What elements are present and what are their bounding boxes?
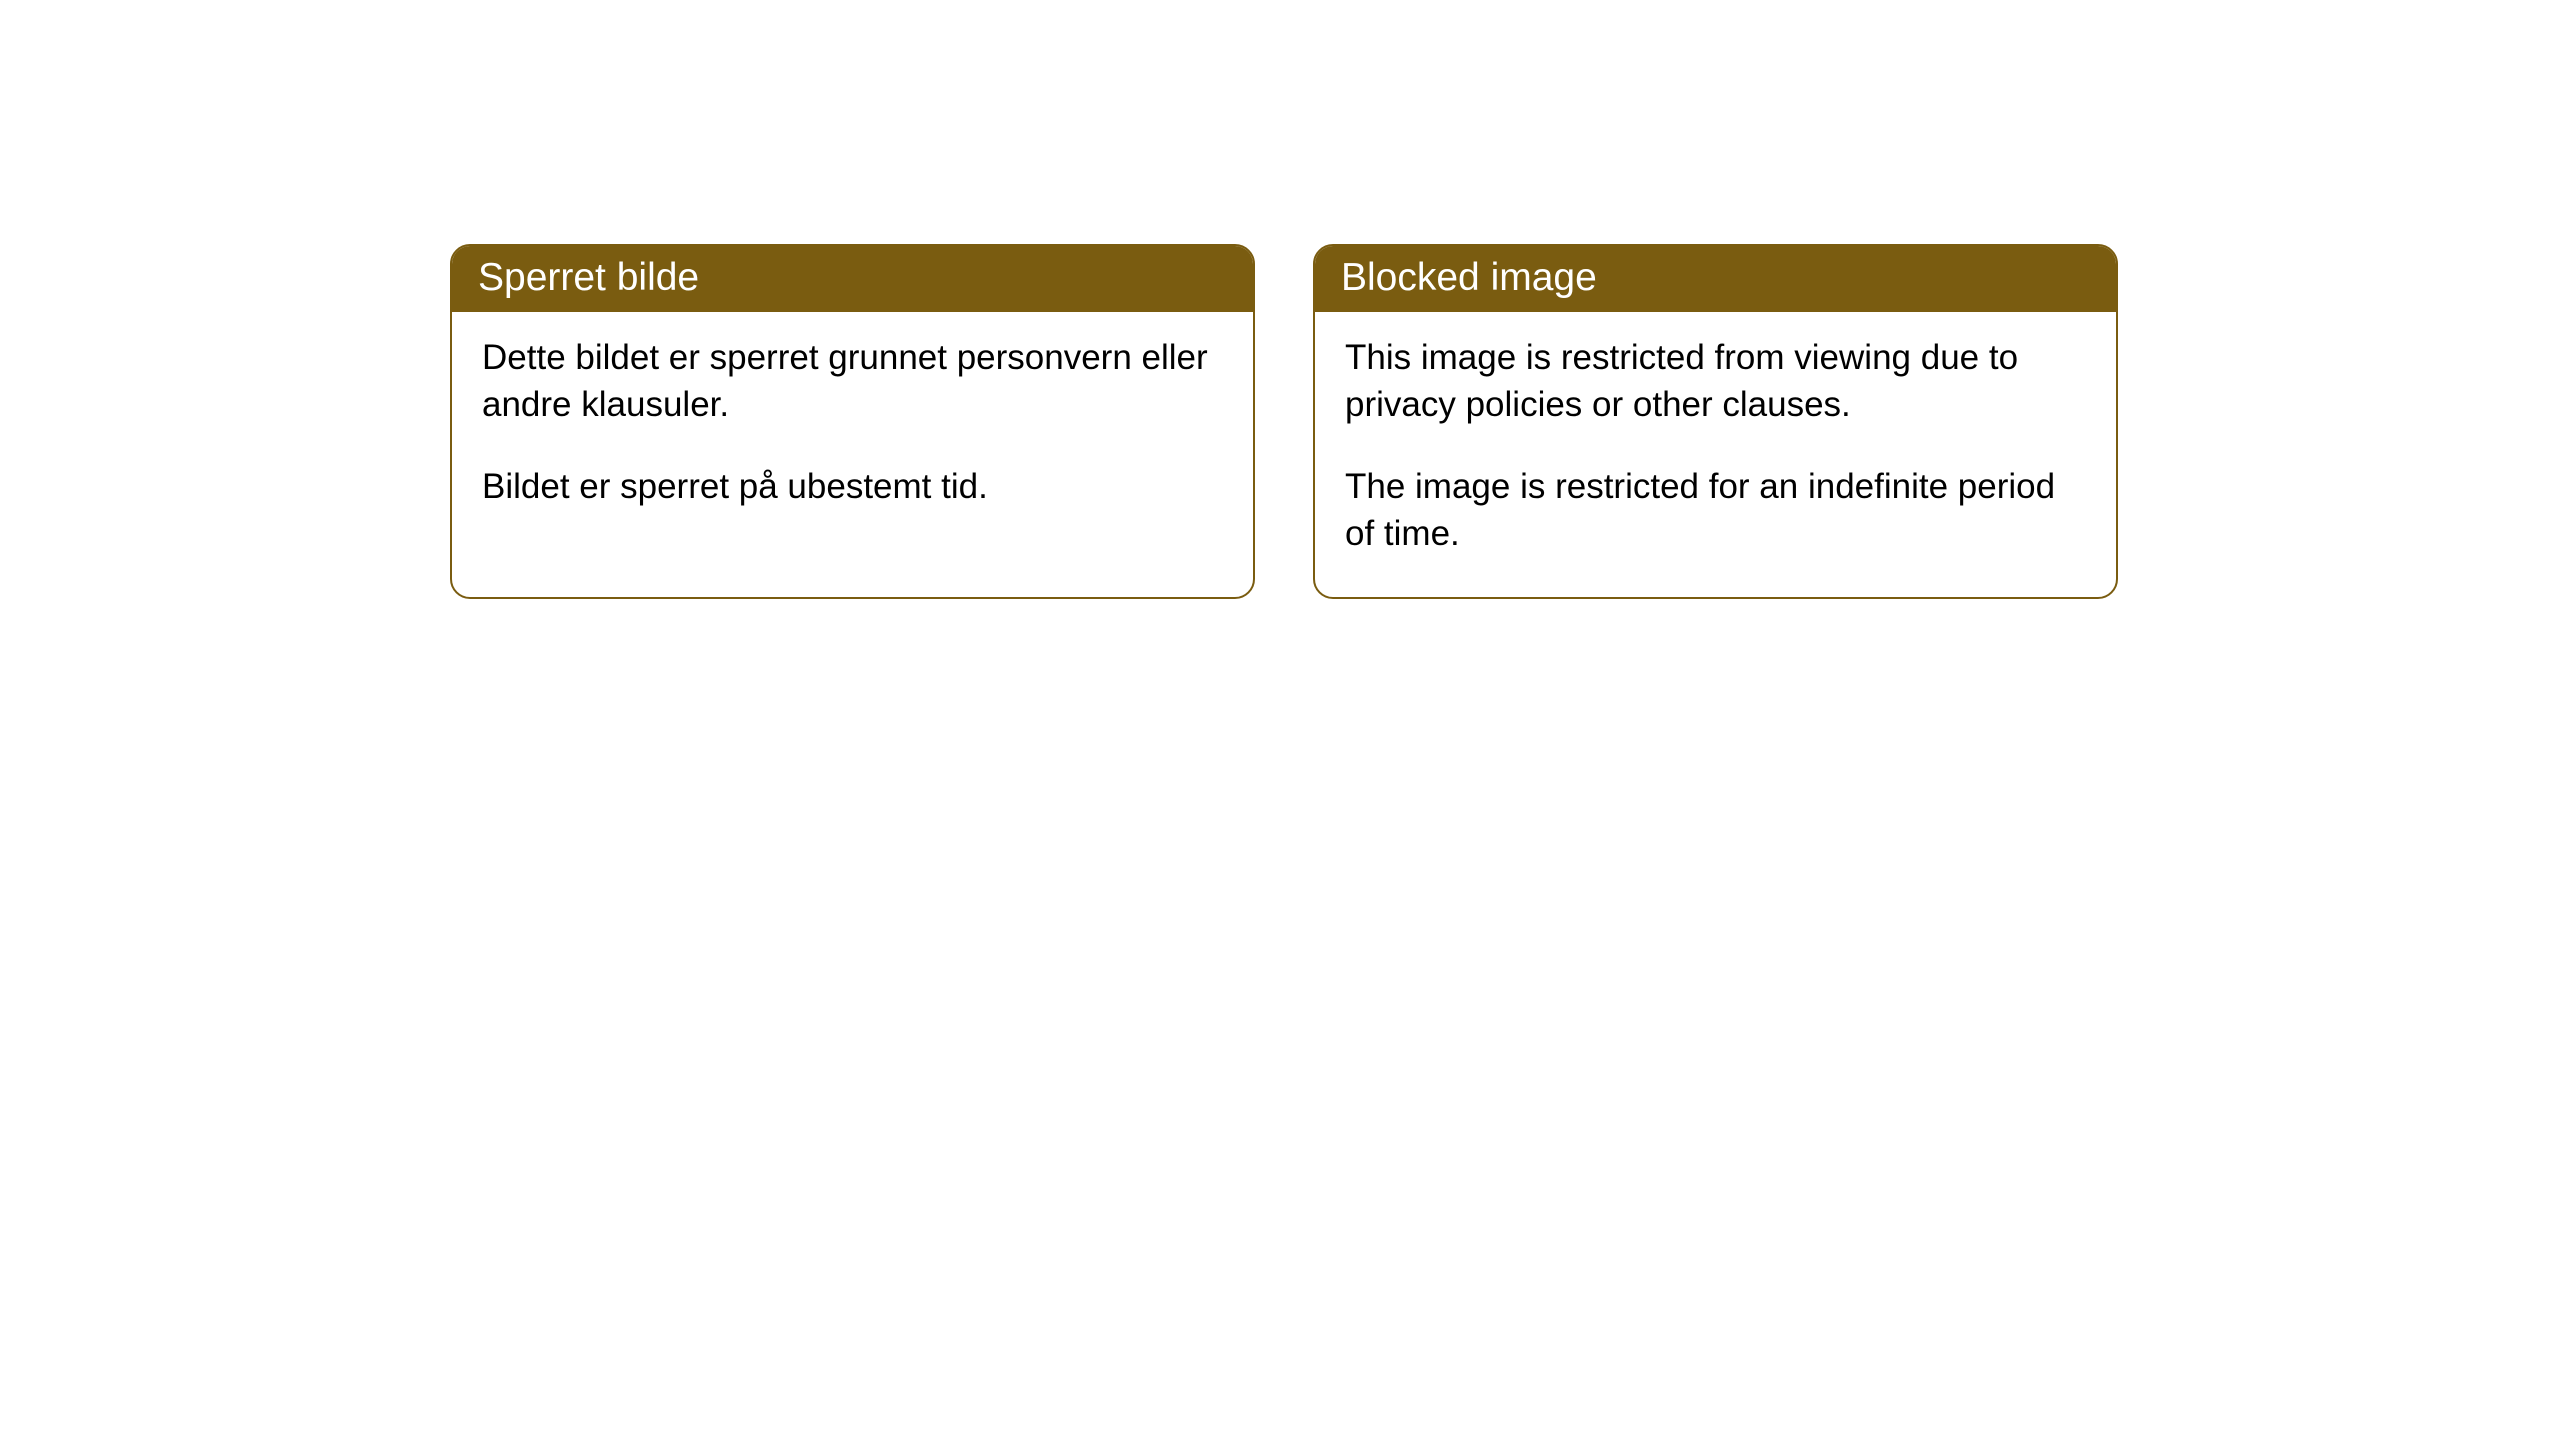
card-body: This image is restricted from viewing du… xyxy=(1315,312,2116,597)
card-header: Sperret bilde xyxy=(452,246,1253,312)
notice-card-norwegian: Sperret bilde Dette bildet er sperret gr… xyxy=(450,244,1255,599)
notice-card-english: Blocked image This image is restricted f… xyxy=(1313,244,2118,599)
card-header: Blocked image xyxy=(1315,246,2116,312)
card-paragraph: This image is restricted from viewing du… xyxy=(1345,334,2086,429)
notice-cards-container: Sperret bilde Dette bildet er sperret gr… xyxy=(450,244,2118,599)
card-paragraph: Bildet er sperret på ubestemt tid. xyxy=(482,463,1223,510)
card-paragraph: The image is restricted for an indefinit… xyxy=(1345,463,2086,558)
card-paragraph: Dette bildet er sperret grunnet personve… xyxy=(482,334,1223,429)
card-body: Dette bildet er sperret grunnet personve… xyxy=(452,312,1253,550)
